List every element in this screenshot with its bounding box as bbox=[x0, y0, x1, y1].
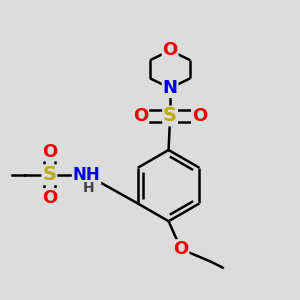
Text: N: N bbox=[163, 79, 178, 97]
Text: S: S bbox=[163, 106, 177, 125]
Text: NH: NH bbox=[73, 166, 100, 184]
Text: S: S bbox=[42, 165, 56, 184]
Text: O: O bbox=[133, 107, 148, 125]
Text: O: O bbox=[42, 189, 57, 207]
Text: O: O bbox=[173, 240, 189, 258]
Text: O: O bbox=[42, 142, 57, 160]
Text: O: O bbox=[192, 107, 207, 125]
Text: H: H bbox=[82, 181, 94, 195]
Text: O: O bbox=[163, 41, 178, 59]
